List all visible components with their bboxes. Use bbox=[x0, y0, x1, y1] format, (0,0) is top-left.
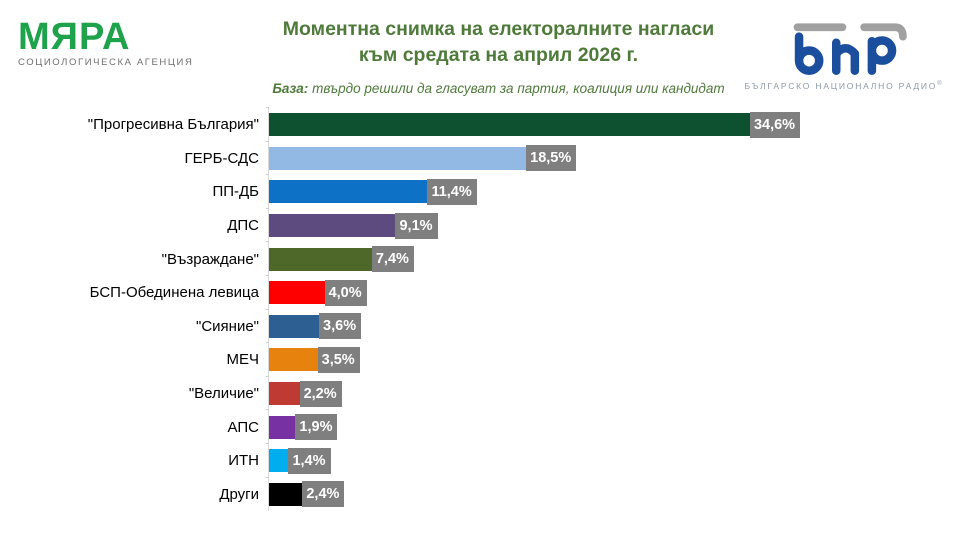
bar bbox=[269, 247, 372, 271]
bnr-wordmark-icon bbox=[793, 23, 907, 75]
base-label: База: bbox=[272, 80, 309, 96]
bar bbox=[269, 382, 300, 406]
header: МЯРА СОЦИОЛОГИЧЕСКА АГЕНЦИЯ Моментна сни… bbox=[0, 0, 954, 104]
value-badge: 1,4% bbox=[288, 447, 331, 474]
party-label: МЕЧ bbox=[226, 351, 260, 369]
party-label: БСП-Обединена левица bbox=[89, 284, 259, 302]
party-label: Други bbox=[219, 485, 259, 503]
party-label: ИТН bbox=[228, 452, 259, 470]
value-badge: 3,5% bbox=[317, 346, 360, 373]
value-badge: 2,2% bbox=[299, 380, 342, 407]
value-badge: 4,0% bbox=[324, 279, 367, 306]
chart-row: ИТН 1,4% bbox=[8, 442, 954, 478]
registered-mark: ® bbox=[937, 81, 944, 88]
chart-row: "Възраждане" 7,4% bbox=[8, 241, 954, 276]
party-label: ДПС bbox=[227, 217, 259, 235]
bar bbox=[269, 348, 318, 372]
myara-logo: МЯРА СОЦИОЛОГИЧЕСКА АГЕНЦИЯ bbox=[18, 14, 253, 68]
chart-row: ПП-ДБ 11,4% bbox=[8, 174, 954, 209]
bar-track: 1,4% bbox=[266, 442, 954, 478]
title-line-2: към средата на април 2026 г. bbox=[358, 44, 639, 67]
title-line-1: Моментна снимка на електоралните нагласи bbox=[282, 18, 715, 40]
myara-wordmark: МЯРА bbox=[18, 16, 131, 58]
bar bbox=[269, 214, 396, 238]
value-badge: 7,4% bbox=[371, 246, 414, 273]
bnr-tagline: БЪЛГАРСКО НАЦИОНАЛНО РАДИО® bbox=[744, 81, 944, 91]
value-badge: 9,1% bbox=[395, 212, 438, 239]
party-label: ГЕРБ-СДС bbox=[184, 149, 259, 167]
value-badge: 3,6% bbox=[319, 313, 362, 340]
base-subtitle: База: твърдо решили да гласуват за парти… bbox=[253, 81, 744, 96]
chart-row: ДПС 9,1% bbox=[8, 207, 954, 243]
bar-chart: "Прогресивна България" 34,6% ГЕРБ-СДС 18… bbox=[0, 107, 954, 512]
value-badge: 1,9% bbox=[295, 414, 338, 441]
bar-track: 7,4% bbox=[266, 241, 954, 276]
party-label: "Възраждане" bbox=[161, 250, 259, 268]
value-badge: 2,4% bbox=[302, 481, 345, 508]
title-block: Моментна снимка на електоралните нагласи… bbox=[253, 14, 744, 96]
bar-track: 4,0% bbox=[266, 274, 954, 310]
party-label: "Прогресивна България" bbox=[87, 116, 259, 134]
bar-track: 3,6% bbox=[266, 308, 954, 344]
chart-row: БСП-Обединена левица 4,0% bbox=[8, 274, 954, 310]
chart-row: МЕЧ 3,5% bbox=[8, 342, 954, 377]
bar-track: 18,5% bbox=[266, 140, 954, 176]
base-text: твърдо решили да гласуват за партия, коа… bbox=[312, 80, 725, 96]
value-badge: 18,5% bbox=[526, 145, 577, 172]
bar bbox=[269, 314, 320, 338]
chart-row: "Прогресивна България" 34,6% bbox=[8, 107, 954, 142]
chart-row: АПС 1,9% bbox=[8, 409, 954, 444]
bar-track: 2,2% bbox=[266, 375, 954, 411]
bar-track: 9,1% bbox=[266, 207, 954, 243]
bar bbox=[269, 180, 428, 204]
bar-track: 34,6% bbox=[266, 107, 954, 142]
chart-row: ГЕРБ-СДС 18,5% bbox=[8, 140, 954, 176]
bar bbox=[269, 146, 527, 170]
bar bbox=[269, 281, 325, 305]
bar bbox=[269, 482, 303, 506]
bar bbox=[269, 113, 750, 137]
bar-track: 1,9% bbox=[266, 409, 954, 444]
chart-row: "Величие" 2,2% bbox=[8, 375, 954, 411]
bar bbox=[269, 415, 296, 439]
bar-track: 11,4% bbox=[266, 174, 954, 209]
page-title: Моментна снимка на електоралните нагласи… bbox=[253, 16, 744, 69]
myara-tagline: СОЦИОЛОГИЧЕСКА АГЕНЦИЯ bbox=[18, 57, 194, 69]
bar bbox=[269, 449, 289, 473]
bar-track: 3,5% bbox=[266, 342, 954, 377]
chart-row: Други 2,4% bbox=[8, 476, 954, 512]
bar-track: 2,4% bbox=[266, 476, 954, 512]
bnr-logo: БЪЛГАРСКО НАЦИОНАЛНО РАДИО® bbox=[744, 14, 944, 91]
party-label: ПП-ДБ bbox=[212, 183, 259, 201]
party-label: "Сияние" bbox=[196, 317, 259, 335]
value-badge: 34,6% bbox=[749, 111, 801, 138]
party-label: "Величие" bbox=[188, 385, 259, 403]
value-badge: 11,4% bbox=[427, 178, 477, 205]
chart-row: "Сияние" 3,6% bbox=[8, 308, 954, 344]
party-label: АПС bbox=[227, 418, 259, 436]
